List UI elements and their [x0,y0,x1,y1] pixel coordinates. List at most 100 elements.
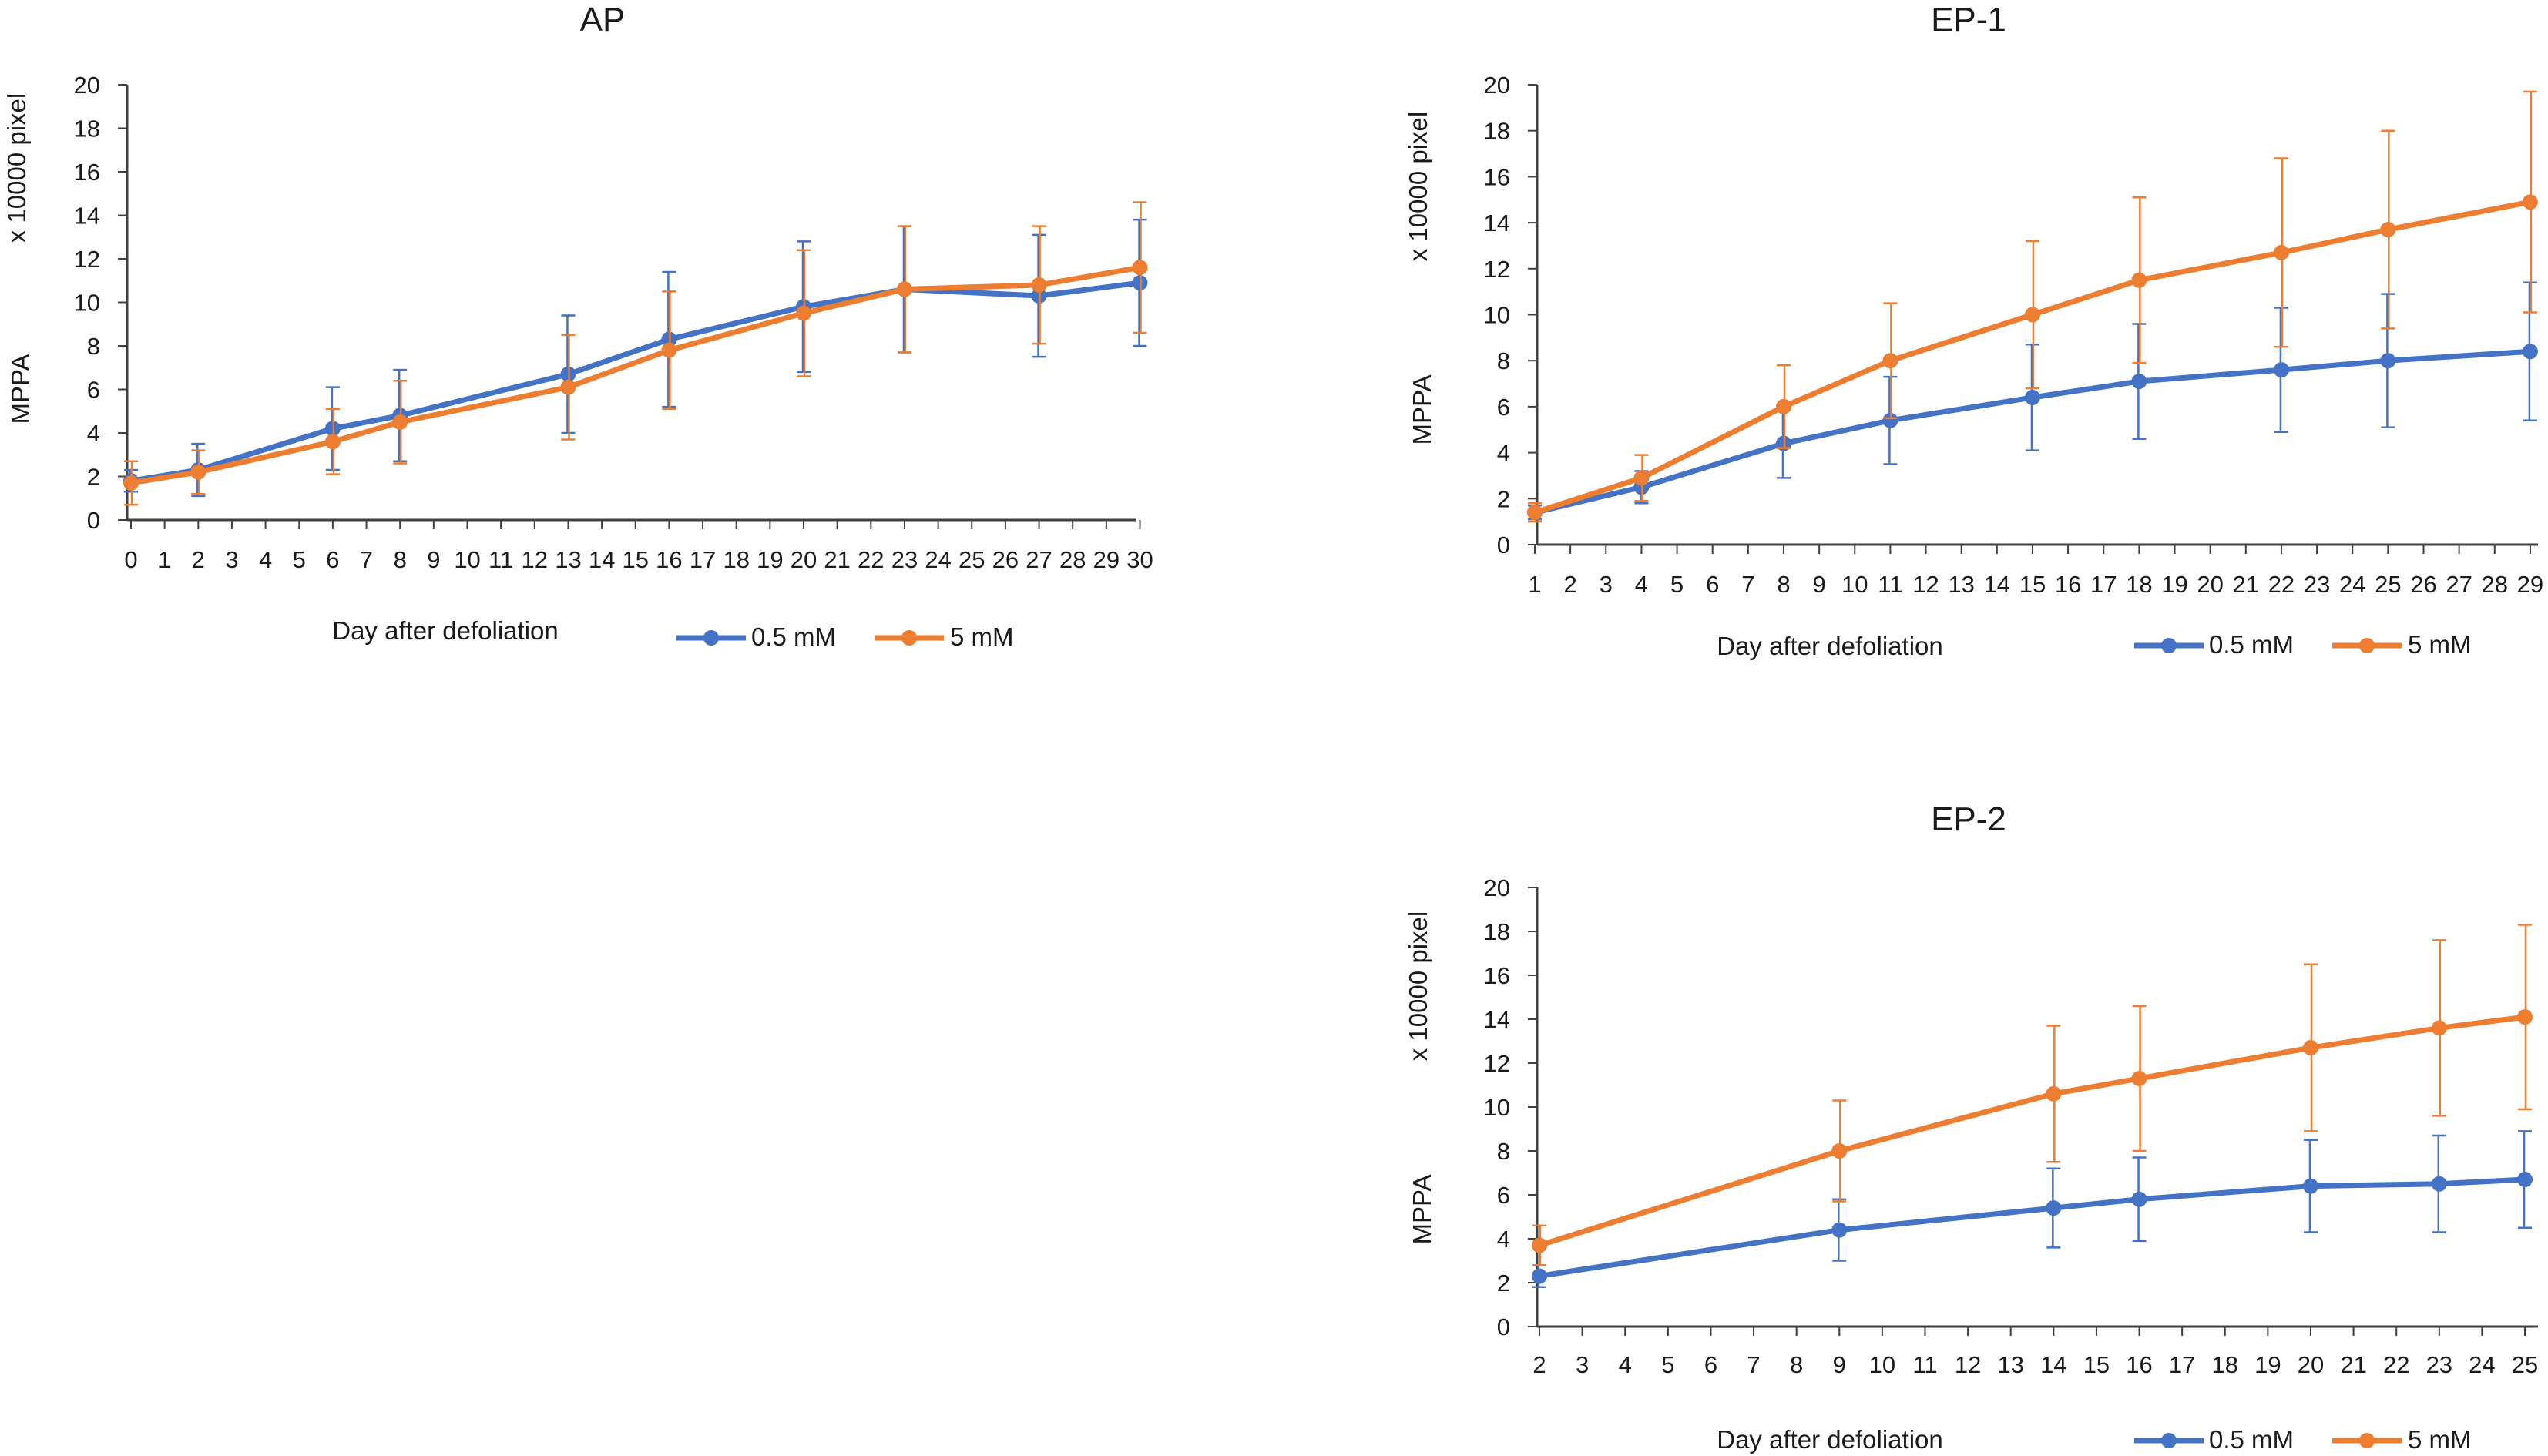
x-tick-labels: 0 1 2 3 4 5 6 7 8 9 10 11 12 13 14 15 16 17 18 19 20 21 22 23 24… [124,520,1153,573]
x-tick-label: 8 [394,546,407,573]
x-tick-label: 2 [192,546,205,573]
x-tick-label: 11 [1912,1351,1937,1378]
legend: 0.5 mM 5 mM [676,622,1014,651]
legend-swatch-marker-1 [2359,638,2375,653]
x-tick-label: 21 [824,546,850,573]
data-point [2046,1200,2062,1216]
x-tick-label: 22 [2268,571,2295,598]
x-tick-label: 2 [1532,1351,1546,1378]
x-tick-label: 24 [925,546,951,573]
data-point [560,379,576,395]
x-tick-label: 6 [1704,1351,1717,1378]
x-tick-label: 22 [2383,1351,2409,1378]
chart-ep-1: EP-1 x 10000 pixel MPPA 0246810121416182… [1404,1,2543,660]
y-tick-label: 4 [1497,1226,1510,1253]
y-tick-label: 10 [74,290,100,317]
x-tick-label: 12 [1912,571,1939,598]
x-tick-label: 1 [158,546,171,573]
x-tick-label: 13 [555,546,581,573]
x-tick-label: 7 [1741,571,1754,598]
x-tick-label: 3 [1600,571,1613,598]
data-point [1882,412,1898,428]
x-tick-label: 0 [124,546,137,573]
legend-label-0: 0.5 mM [2209,630,2294,659]
x-tick-label: 8 [1790,1351,1803,1378]
data-point [661,342,677,358]
chart-title: AP [580,1,626,39]
y-tick-label: 14 [1484,1006,1510,1033]
x-tick-label: 8 [1777,571,1790,598]
legend-label-1: 5 mM [2408,1425,2472,1454]
x-tick-label: 15 [2019,571,2046,598]
x-tick-label: 30 [1126,546,1153,573]
x-tick-label: 15 [623,546,649,573]
x-tick-label: 7 [1747,1351,1760,1378]
data-point [2522,344,2538,360]
y-tick-label: 2 [1497,1270,1510,1297]
x-tick-label: 10 [454,546,480,573]
x-tick-label: 19 [2161,571,2187,598]
y-tick-label: 18 [74,116,100,143]
y-tick-labels: 0 2 4 6 8 10 12 14 16 18 20 [74,72,127,534]
data-point [2431,1020,2447,1036]
data-point [796,305,811,321]
legend: 0.5 mM 5 mM [2134,630,2472,659]
y-tick-label: 10 [1484,302,1510,329]
y-tick-label: 8 [1497,347,1510,374]
x-tick-label: 24 [2339,571,2365,598]
x-tick-label: 17 [2169,1351,2195,1378]
x-tick-label: 7 [360,546,373,573]
y-tick-label: 16 [74,159,100,186]
legend-swatch-marker-0 [2161,638,2177,653]
data-point [2024,389,2040,405]
y-axis-label: MPPA [1408,374,1436,445]
y-tick-label: 6 [1497,394,1510,421]
data-point [2302,1040,2318,1056]
x-tick-label: 14 [589,546,615,573]
data-point [1831,1143,1848,1159]
x-tick-label: 11 [1878,571,1902,598]
y-tick-label: 4 [87,420,100,447]
y-tick-label: 14 [74,203,100,230]
x-tick-label: 14 [1984,571,2010,598]
y-tick-label: 12 [1484,1050,1510,1077]
x-tick-label: 22 [858,546,884,573]
y-tick-labels: 0 2 4 6 8 10 12 14 16 18 20 [1484,874,1537,1340]
data-point [2131,272,2147,288]
data-point [896,281,912,297]
data-point [324,434,341,450]
y-tick-label: 10 [1484,1094,1510,1121]
x-axis-label: Day after defoliation [1717,632,1943,660]
y-tick-label: 8 [87,333,100,360]
x-tick-label: 5 [1661,1351,1674,1378]
x-axis-label: Day after defoliation [332,616,559,645]
x-tick-label: 18 [723,546,749,573]
data-series [123,201,1148,506]
data-point [2131,374,2147,390]
data-point [2131,1191,2147,1207]
x-tick-label: 16 [2126,1351,2152,1378]
y-tick-label: 20 [1484,72,1510,99]
x-tick-label: 10 [1841,571,1868,598]
x-tick-label: 9 [1833,1351,1846,1378]
y-axis-label-unit: x 10000 pixel [2,93,31,243]
x-tick-label: 23 [2426,1351,2452,1378]
data-point [123,475,139,491]
x-tick-label: 13 [1997,1351,2023,1378]
x-tick-label: 29 [2517,571,2543,598]
series-line-05-mM [128,280,1143,484]
y-tick-label: 2 [1497,485,1510,512]
y-tick-label: 6 [87,377,100,404]
x-tick-label: 5 [1670,571,1684,598]
y-tick-label: 8 [1497,1138,1510,1165]
legend-label-0: 0.5 mM [751,622,836,651]
x-tick-label: 20 [2197,571,2223,598]
x-tick-label: 17 [2090,571,2117,598]
x-tick-label: 28 [1059,546,1086,573]
data-point [2517,1172,2533,1188]
x-tick-label: 27 [2446,571,2472,598]
x-tick-label: 18 [2212,1351,2238,1378]
series-line-05-mM [1536,1176,2528,1279]
data-point [2517,1009,2533,1025]
